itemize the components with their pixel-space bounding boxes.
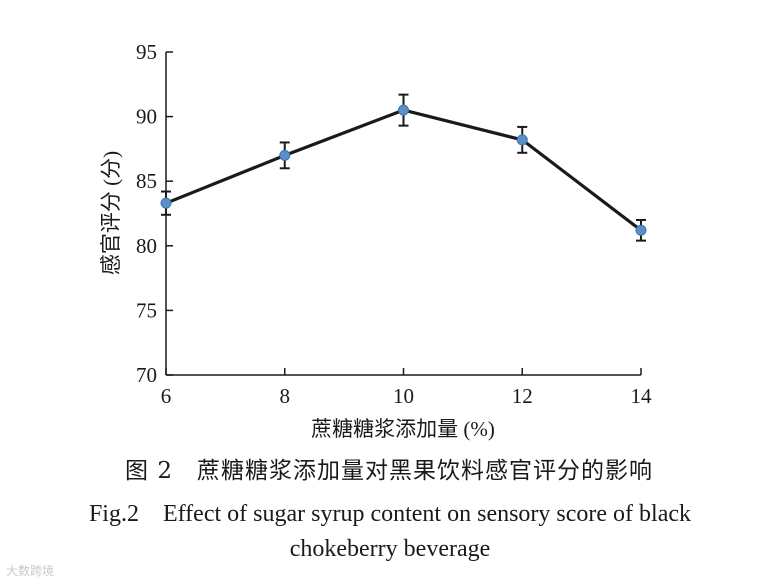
series-line [165,108,642,232]
figure-caption-chinese: 图 2 蔗糖糖浆添加量对黑果饮料感官评分的影响 [125,458,653,484]
y-tick-label: 75 [136,298,157,322]
x-tick-label: 12 [512,384,533,408]
data-point [516,134,528,146]
data-point [635,224,647,236]
y-axis-label: 感官评分 (分) [99,151,123,275]
x-tick-label: 8 [280,384,291,408]
y-axis-ticks: 70 75 80 85 90 95 [136,40,173,387]
y-tick-label: 80 [136,234,157,258]
y-tick-label: 95 [136,40,157,64]
figure-caption-english-line-2: chokeberry beverage [289,536,491,562]
x-axis-label: 蔗糖糖浆添加量 (%) [311,417,495,441]
data-point [279,149,291,161]
data-point [398,104,409,116]
data-series [160,93,647,242]
line-chart: 70 75 80 85 90 95 6 8 10 12 14 蔗糖糖浆添加量 (%) 感官评分 (… [99,40,652,441]
x-tick-label: 6 [161,384,172,408]
watermark-logo: 大数跨境 [6,564,55,578]
x-tick-label: 14 [631,384,653,408]
y-tick-label: 70 [136,363,157,387]
figure-caption-english-line-1: Fig.2 Effect of sugar syrup content on s… [88,501,692,527]
x-axis-ticks: 6 8 10 12 14 [161,368,652,408]
data-point [160,197,172,209]
y-tick-label: 85 [136,169,157,193]
y-tick-label: 90 [136,105,157,129]
figure-caption-english: Fig.2 Effect of sugar syrup content on s… [30,497,750,567]
x-tick-label: 10 [393,384,414,408]
